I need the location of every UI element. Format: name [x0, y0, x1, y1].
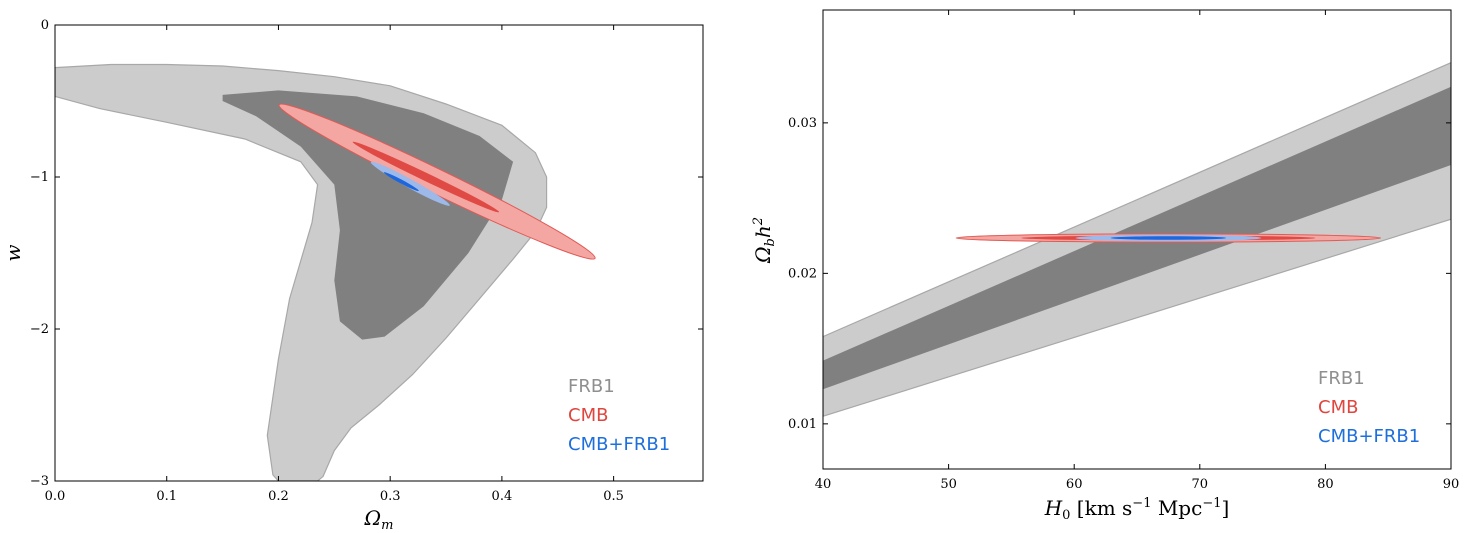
x-tick-label: 90: [1443, 477, 1460, 492]
legend-left: FRB1 CMB CMB+FRB1: [568, 376, 670, 455]
plot-frame-left: [54, 24, 704, 482]
y-tick-label: 0.02: [788, 266, 817, 281]
panel-left: 0.0 0.1 0.2 0.3 0.4 0.5 −3 −2 −1 0 Ωm w FRB1 CMB CM…: [1, 18, 704, 533]
x-axis-label-left: Ωm: [364, 506, 394, 533]
x-tick-label: 0.2: [268, 489, 289, 504]
x-tick-label: 80: [1317, 477, 1334, 492]
cmb-frb1-68-contour: [1110, 236, 1227, 240]
y-axis-label-left: w: [1, 244, 25, 261]
y-tick-label: 0: [41, 18, 49, 33]
panel-right: 40 50 60 70 80 90 0.01 0.02 0.03 H0 [km s−1 Mpc−…: [751, 9, 1459, 523]
y-tick-label: −2: [30, 322, 49, 337]
legend-entry-frb1: FRB1: [568, 376, 615, 397]
cmb-frb1-68-contour: [383, 172, 419, 192]
x-tick-label: 50: [940, 477, 957, 492]
x-tick-label: 40: [815, 477, 832, 492]
cmb-frb1-95-contour: [370, 161, 450, 206]
ticks-right: 40 50 60 70 80 90 0.01 0.02 0.03: [788, 10, 1459, 492]
legend-right: FRB1 CMB CMB+FRB1: [1318, 368, 1420, 447]
ticks-left: 0.0 0.1 0.2 0.3 0.4 0.5 −3 −2 −1 0: [30, 18, 703, 504]
y-tick-label: −3: [30, 474, 49, 489]
legend-entry-cmb: CMB: [568, 405, 608, 426]
x-axis-label-right: H0 [km s−1 Mpc−1]: [1044, 496, 1230, 523]
legend-entry-frb1: FRB1: [1318, 368, 1365, 389]
plot-frame-right: [822, 9, 1452, 470]
x-tick-label: 0.4: [492, 489, 513, 504]
x-tick-label: 70: [1192, 477, 1209, 492]
contours-right: [823, 62, 1451, 417]
x-tick-label: 0.5: [603, 489, 624, 504]
contours-left: [55, 63, 596, 481]
x-tick-label: 0.1: [156, 489, 177, 504]
x-tick-label: 0.3: [380, 489, 401, 504]
y-axis-label-right: Ωbh2: [751, 217, 778, 264]
y-tick-label: −1: [30, 170, 49, 185]
x-tick-label: 0.0: [45, 489, 66, 504]
legend-entry-cmb-frb1: CMB+FRB1: [1318, 426, 1420, 447]
frb1-68-contour: [222, 90, 514, 340]
x-tick-label: 60: [1066, 477, 1083, 492]
y-tick-label: 0.01: [788, 417, 817, 432]
y-tick-label: 0.03: [788, 116, 817, 131]
cmb-68-contour: [352, 141, 500, 213]
legend-entry-cmb: CMB: [1318, 397, 1358, 418]
legend-entry-cmb-frb1: CMB+FRB1: [568, 434, 670, 455]
